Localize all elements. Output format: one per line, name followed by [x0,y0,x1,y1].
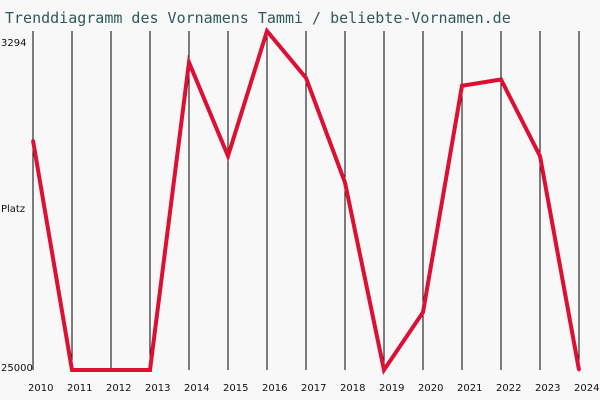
data-point-2017 [304,76,308,80]
y-axis-label: Platz [1,204,25,215]
data-point-2010 [31,138,35,142]
x-tick-label: 2022 [496,383,521,394]
y-tick-label-top: 3294 [1,38,26,49]
data-point-2021 [460,84,464,88]
data-point-2018 [343,181,347,185]
x-tick-label: 2018 [340,383,365,394]
chart-title: Trenddiagramm des Vornamens Tammi / beli… [5,9,511,27]
x-tick-label: 2014 [184,383,209,394]
x-tick-label: 2023 [535,383,560,394]
y-tick-label-bottom: 25000 [1,363,33,374]
data-point-2024 [577,368,581,372]
x-tick-label: 2015 [223,383,248,394]
x-tick-label: 2011 [67,383,92,394]
x-tick-label: 2016 [262,383,287,394]
x-tick-label: 2020 [418,383,443,394]
x-tick-label: 2021 [457,383,482,394]
data-point-2012 [109,368,113,372]
series-layer [31,26,581,376]
x-tick-label: 2024 [574,383,599,394]
data-point-2016 [265,29,269,33]
data-point-2020 [421,310,425,314]
data-point-2011 [70,368,74,372]
data-point-2013 [148,368,152,372]
x-tick-label: 2017 [301,383,326,394]
x-tick-label: 2019 [379,383,404,394]
data-point-2015 [226,154,230,158]
x-tick-labels: 2010 2011 2012 2013 2014 2015 2016 2017 2018 2019… [28,383,599,394]
data-point-2022 [499,78,503,82]
x-tick-label: 2012 [106,383,131,394]
data-point-2023 [538,154,542,158]
x-tick-label: 2013 [145,383,170,394]
x-tick-label: 2010 [28,383,53,394]
data-point-2014 [187,60,191,64]
data-point-2019 [382,368,386,372]
